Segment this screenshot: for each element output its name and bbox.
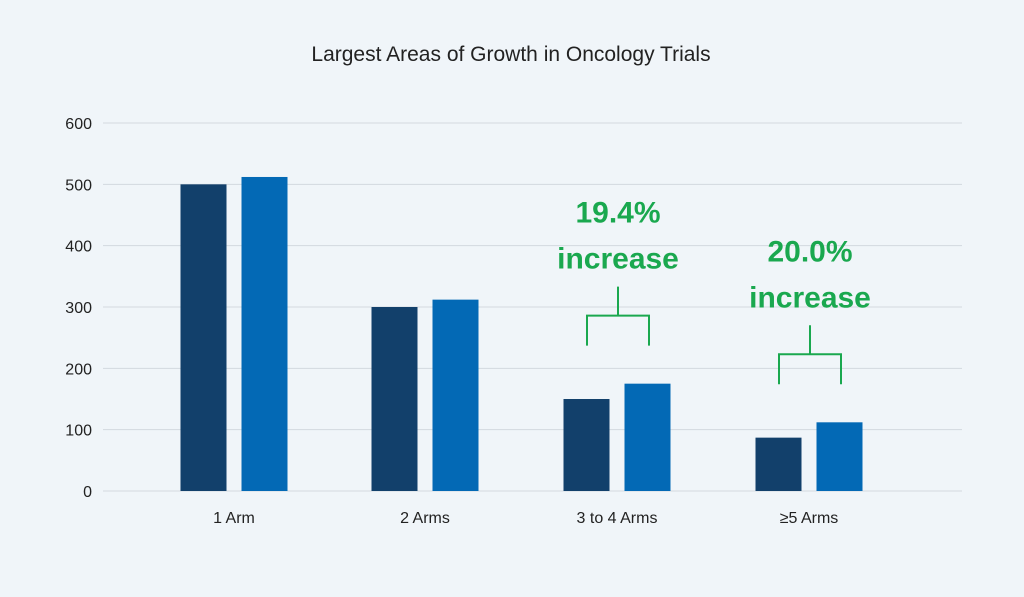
chart-title: Largest Areas of Growth in Oncology Tria… — [311, 43, 710, 66]
annotation-percent: 20.0% — [767, 235, 852, 268]
y-tick-label: 100 — [65, 423, 92, 440]
annotation-label: increase — [557, 243, 679, 276]
annotation-bracket — [586, 286, 650, 346]
bars — [180, 176, 863, 492]
bar — [755, 437, 802, 491]
y-tick-label: 600 — [65, 116, 92, 133]
bar — [432, 299, 479, 491]
y-tick-label: 400 — [65, 239, 92, 256]
x-tick-label: 2 Arms — [400, 510, 450, 527]
y-tick-label: 500 — [65, 177, 92, 194]
annotation-bracket — [778, 325, 842, 385]
x-axis-ticks: 1 Arm 2 Arms 3 to 4 Arms ≥5 Arms — [213, 510, 838, 527]
bar — [563, 399, 610, 491]
annotations: 19.4% increase 20.0% increase — [557, 197, 871, 385]
bar — [624, 383, 671, 491]
bar — [816, 422, 863, 491]
x-tick-label: 3 to 4 Arms — [577, 510, 658, 527]
bar — [180, 184, 227, 492]
annotation-percent: 19.4% — [575, 197, 660, 230]
annotation-label: increase — [749, 281, 871, 314]
x-tick-label: ≥5 Arms — [780, 510, 839, 527]
y-axis-ticks: 0 100 200 300 400 500 600 — [65, 116, 92, 501]
bar — [241, 176, 288, 491]
x-tick-label: 1 Arm — [213, 510, 255, 527]
bar — [371, 307, 418, 491]
y-tick-label: 0 — [83, 484, 92, 501]
y-tick-label: 300 — [65, 300, 92, 317]
y-tick-label: 200 — [65, 361, 92, 378]
